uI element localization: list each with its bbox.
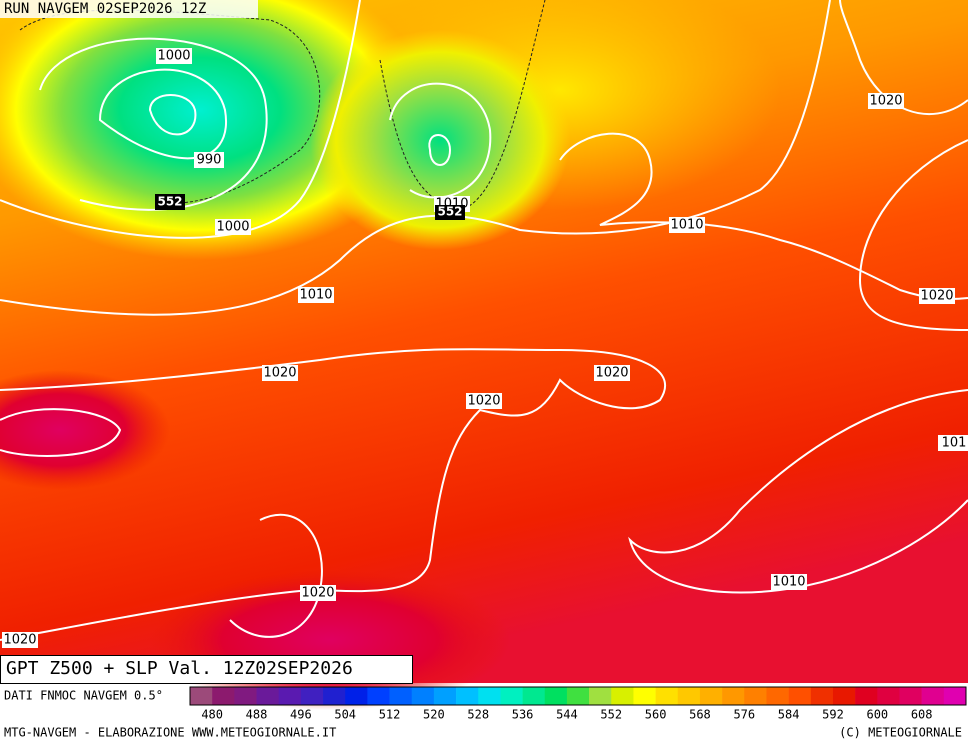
colorbar-swatch (722, 687, 745, 705)
colorbar-swatch (190, 687, 213, 705)
map-labels: 1000 990 552 1000 1010 552 1020 1010 101… (2, 48, 968, 648)
legend-source: DATI FNMOC NAVGEM 0.5° (4, 689, 163, 703)
colorbar-frame (189, 686, 967, 706)
colorbar-tick-label: 528 (467, 708, 489, 722)
colorbar-swatch (478, 687, 501, 705)
colorbar-swatch (389, 687, 413, 705)
colorbar-swatch (943, 687, 967, 705)
colorbar-tick-label: 592 (822, 708, 844, 722)
colorbar-swatch (699, 687, 723, 705)
colorbar-swatch (766, 687, 789, 705)
isobar-label: 1010 (772, 575, 805, 590)
colorbar-swatch (323, 687, 346, 705)
colorbar-swatch (456, 687, 479, 705)
colorbar-tick-label: 488 (246, 708, 268, 722)
colorbar-swatch (500, 687, 523, 705)
colorbar-swatch (788, 687, 812, 705)
colorbar-tick-label: 576 (733, 708, 755, 722)
colorbar-tick-label: 600 (866, 708, 888, 722)
isobar-label: 1000 (216, 220, 249, 235)
map-title: GPT Z500 + SLP Val. 12Z02SEP2026 (6, 658, 353, 679)
footer-right: (C) METEOGIORNALE (839, 726, 962, 740)
isobar-label: 1020 (467, 394, 500, 409)
colorbar-tick-label: 536 (512, 708, 534, 722)
isobar-label: 1020 (869, 94, 902, 109)
colorbar-swatch (234, 687, 257, 705)
z500-label: 552 (157, 195, 182, 209)
run-header: RUN NAVGEM 02SEP2026 12Z (4, 1, 206, 17)
colorbar-swatch (589, 687, 612, 705)
isobar-label: 1000 (157, 49, 190, 64)
colorbar: 480 488 496 504 512 520 528 536 544 552 560 568 576 5… (189, 686, 967, 722)
colorbar-swatch (611, 687, 634, 705)
isobar-label: 1020 (3, 633, 36, 648)
colorbar-swatch (367, 687, 390, 705)
colorbar-tick-label: 584 (778, 708, 800, 722)
map (0, 0, 968, 710)
colorbar-tick-label: 520 (423, 708, 445, 722)
colorbar-tick-label: 608 (911, 708, 933, 722)
colorbar-tick-label: 512 (379, 708, 401, 722)
isobar-label: 1020 (301, 586, 334, 601)
colorbar-swatch (256, 687, 279, 705)
isobar-label: 1020 (263, 366, 296, 381)
isobar-label: 1020 (920, 289, 953, 304)
colorbar-tick-label: 504 (334, 708, 356, 722)
colorbar-swatch (566, 687, 590, 705)
colorbar-swatch (300, 687, 324, 705)
isobar-label: 990 (197, 153, 222, 168)
colorbar-tick-label: 568 (689, 708, 711, 722)
colorbar-swatch (810, 687, 834, 705)
z500-label: 552 (437, 205, 462, 219)
colorbar-tick-label: 480 (201, 708, 223, 722)
colorbar-swatch (633, 687, 656, 705)
colorbar-swatch (278, 687, 302, 705)
colorbar-swatch (877, 687, 900, 705)
colorbar-swatch (832, 687, 856, 705)
colorbar-swatch (677, 687, 701, 705)
colorbar-swatch (855, 687, 878, 705)
colorbar-tick-label: 496 (290, 708, 312, 722)
colorbar-tick-label: 552 (600, 708, 622, 722)
isobar-label: 101 (942, 436, 967, 451)
colorbar-tick-label: 544 (556, 708, 578, 722)
colorbar-tick-label: 560 (645, 708, 667, 722)
colorbar-swatch (921, 687, 945, 705)
colorbar-swatch (212, 687, 235, 705)
colorbar-swatch (433, 687, 457, 705)
colorbar-swatch (345, 687, 368, 705)
colorbar-swatch (899, 687, 922, 705)
colorbar-swatch (655, 687, 679, 705)
colorbar-swatch (744, 687, 767, 705)
footer-left: MTG-NAVGEM - ELABORAZIONE WWW.METEOGIORN… (4, 726, 336, 740)
isobar-label: 1020 (595, 366, 628, 381)
isobar-label: 1010 (299, 288, 332, 303)
colorbar-swatch (544, 687, 568, 705)
isobar-label: 1010 (670, 218, 703, 233)
colorbar-swatch (522, 687, 546, 705)
colorbar-swatch (411, 687, 435, 705)
